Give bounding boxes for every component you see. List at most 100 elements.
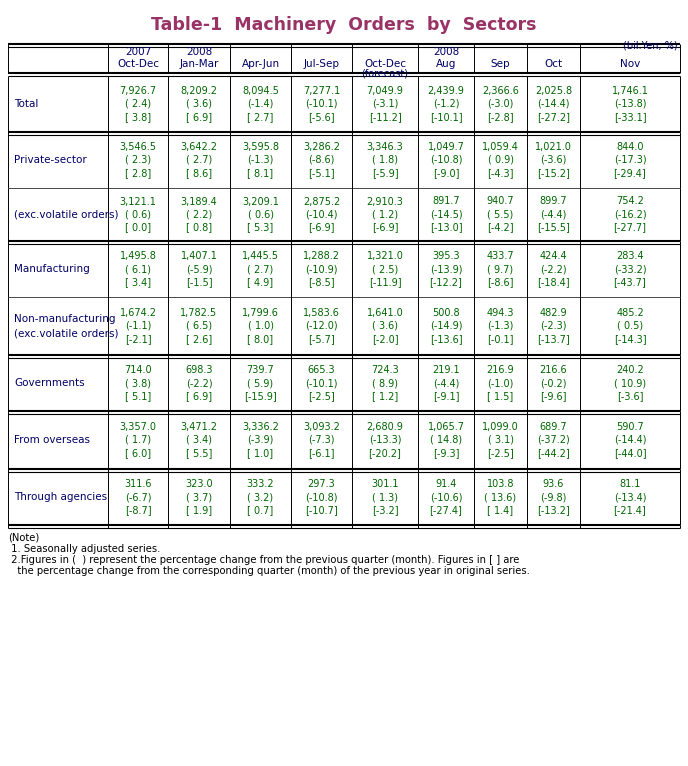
Text: ( 9.7): ( 9.7) bbox=[487, 264, 513, 274]
Text: [ 5.5]: [ 5.5] bbox=[186, 448, 212, 458]
Text: (exc.volatile orders): (exc.volatile orders) bbox=[14, 209, 118, 220]
Text: ( 2.2): ( 2.2) bbox=[186, 209, 212, 220]
Text: [-6.1]: [-6.1] bbox=[308, 448, 335, 458]
Text: the percentage change from the corresponding quarter (month) of the previous yea: the percentage change from the correspon… bbox=[8, 566, 530, 576]
Text: ( 1.0): ( 1.0) bbox=[248, 321, 274, 331]
Text: (-13.3): (-13.3) bbox=[369, 435, 401, 445]
Text: 1,049.7: 1,049.7 bbox=[427, 142, 464, 152]
Text: (-10.1): (-10.1) bbox=[305, 99, 338, 109]
Text: [ 0.8]: [ 0.8] bbox=[186, 222, 212, 233]
Text: 240.2: 240.2 bbox=[616, 365, 644, 375]
Text: ( 13.6): ( 13.6) bbox=[484, 492, 517, 502]
Text: 1,495.8: 1,495.8 bbox=[120, 251, 156, 261]
Text: 891.7: 891.7 bbox=[432, 197, 460, 207]
Text: [-29.4]: [-29.4] bbox=[614, 168, 646, 178]
Text: 754.2: 754.2 bbox=[616, 197, 644, 207]
Text: 1,021.0: 1,021.0 bbox=[535, 142, 572, 152]
Text: 2.Figures in (  ) represent the percentage change from the previous quarter (mon: 2.Figures in ( ) represent the percentag… bbox=[8, 555, 519, 565]
Text: 297.3: 297.3 bbox=[308, 479, 335, 489]
Text: 2,910.3: 2,910.3 bbox=[367, 197, 403, 207]
Text: 7,049.9: 7,049.9 bbox=[367, 86, 403, 96]
Text: [ 8.1]: [ 8.1] bbox=[248, 168, 274, 178]
Text: ( 6.5): ( 6.5) bbox=[186, 321, 212, 331]
Text: ( 3.4): ( 3.4) bbox=[186, 435, 212, 445]
Text: 714.0: 714.0 bbox=[125, 365, 152, 375]
Text: (-1.3): (-1.3) bbox=[487, 321, 514, 331]
Text: [ 1.9]: [ 1.9] bbox=[186, 505, 212, 515]
Text: 2008: 2008 bbox=[186, 47, 212, 57]
Text: 1,059.4: 1,059.4 bbox=[482, 142, 519, 152]
Text: (-17.3): (-17.3) bbox=[614, 155, 646, 165]
Text: [ 2.6]: [ 2.6] bbox=[186, 334, 212, 344]
Text: [ 4.9]: [ 4.9] bbox=[248, 277, 274, 287]
Text: [-43.7]: [-43.7] bbox=[614, 277, 646, 287]
Text: [-15.5]: [-15.5] bbox=[537, 222, 570, 233]
Text: (-0.2): (-0.2) bbox=[540, 378, 567, 388]
Text: 301.1: 301.1 bbox=[372, 479, 399, 489]
Text: ( 2.5): ( 2.5) bbox=[372, 264, 398, 274]
Text: 7,277.1: 7,277.1 bbox=[303, 86, 340, 96]
Text: [-5.9]: [-5.9] bbox=[372, 168, 398, 178]
Text: 103.8: 103.8 bbox=[486, 479, 514, 489]
Text: (-6.7): (-6.7) bbox=[125, 492, 151, 502]
Text: [-8.6]: [-8.6] bbox=[487, 277, 514, 287]
Text: (-5.9): (-5.9) bbox=[186, 264, 213, 274]
Text: 1,321.0: 1,321.0 bbox=[367, 251, 403, 261]
Text: 8,209.2: 8,209.2 bbox=[180, 86, 217, 96]
Text: [-13.2]: [-13.2] bbox=[537, 505, 570, 515]
Text: [-2.8]: [-2.8] bbox=[487, 112, 514, 122]
Text: 2,439.9: 2,439.9 bbox=[427, 86, 464, 96]
Text: (-10.8): (-10.8) bbox=[430, 155, 462, 165]
Text: 1,099.0: 1,099.0 bbox=[482, 422, 519, 432]
Text: (Note): (Note) bbox=[8, 533, 39, 543]
Text: Jan-Mar: Jan-Mar bbox=[180, 59, 219, 69]
Text: [-9.0]: [-9.0] bbox=[433, 168, 460, 178]
Text: (-3.6): (-3.6) bbox=[540, 155, 567, 165]
Text: (-1.3): (-1.3) bbox=[247, 155, 274, 165]
Text: ( 1.8): ( 1.8) bbox=[372, 155, 398, 165]
Text: 689.7: 689.7 bbox=[539, 422, 568, 432]
Text: Table-1  Machinery  Orders  by  Sectors: Table-1 Machinery Orders by Sectors bbox=[151, 16, 537, 34]
Text: ( 2.7): ( 2.7) bbox=[186, 155, 212, 165]
Text: [-2.5]: [-2.5] bbox=[308, 391, 335, 401]
Text: (-8.6): (-8.6) bbox=[308, 155, 334, 165]
Text: 216.9: 216.9 bbox=[486, 365, 515, 375]
Text: 844.0: 844.0 bbox=[616, 142, 644, 152]
Text: (-13.4): (-13.4) bbox=[614, 492, 646, 502]
Text: 3,595.8: 3,595.8 bbox=[242, 142, 279, 152]
Text: 482.9: 482.9 bbox=[539, 308, 568, 318]
Text: 724.3: 724.3 bbox=[371, 365, 399, 375]
Text: (-10.6): (-10.6) bbox=[430, 492, 462, 502]
Text: ( 14.8): ( 14.8) bbox=[430, 435, 462, 445]
Text: [-2.1]: [-2.1] bbox=[125, 334, 151, 344]
Text: 665.3: 665.3 bbox=[308, 365, 335, 375]
Text: ( 3.1): ( 3.1) bbox=[488, 435, 513, 445]
Text: (-1.1): (-1.1) bbox=[125, 321, 151, 331]
Text: (exc.volatile orders): (exc.volatile orders) bbox=[14, 328, 118, 338]
Text: (bil.Yen, %): (bil.Yen, %) bbox=[623, 40, 678, 50]
Text: [-12.2]: [-12.2] bbox=[429, 277, 462, 287]
Text: [ 1.4]: [ 1.4] bbox=[487, 505, 513, 515]
Text: Jul-Sep: Jul-Sep bbox=[303, 59, 339, 69]
Text: ( 8.9): ( 8.9) bbox=[372, 378, 398, 388]
Text: [-15.9]: [-15.9] bbox=[244, 391, 277, 401]
Text: [ 5.1]: [ 5.1] bbox=[125, 391, 151, 401]
Text: ( 10.9): ( 10.9) bbox=[614, 378, 646, 388]
Text: 1,674.2: 1,674.2 bbox=[120, 308, 156, 318]
Text: (-1.4): (-1.4) bbox=[247, 99, 274, 109]
Text: 1,065.7: 1,065.7 bbox=[427, 422, 464, 432]
Text: (-3.0): (-3.0) bbox=[487, 99, 514, 109]
Text: [-27.7]: [-27.7] bbox=[614, 222, 647, 233]
Text: Governments: Governments bbox=[14, 378, 85, 388]
Text: ( 2.7): ( 2.7) bbox=[248, 264, 274, 274]
Text: [-21.4]: [-21.4] bbox=[614, 505, 646, 515]
Text: (-10.9): (-10.9) bbox=[305, 264, 338, 274]
Text: 739.7: 739.7 bbox=[246, 365, 275, 375]
Text: 424.4: 424.4 bbox=[539, 251, 568, 261]
Text: 1,782.5: 1,782.5 bbox=[180, 308, 217, 318]
Text: 333.2: 333.2 bbox=[247, 479, 275, 489]
Text: [-3.2]: [-3.2] bbox=[372, 505, 398, 515]
Text: [-10.1]: [-10.1] bbox=[430, 112, 462, 122]
Text: [-20.2]: [-20.2] bbox=[369, 448, 401, 458]
Text: 485.2: 485.2 bbox=[616, 308, 644, 318]
